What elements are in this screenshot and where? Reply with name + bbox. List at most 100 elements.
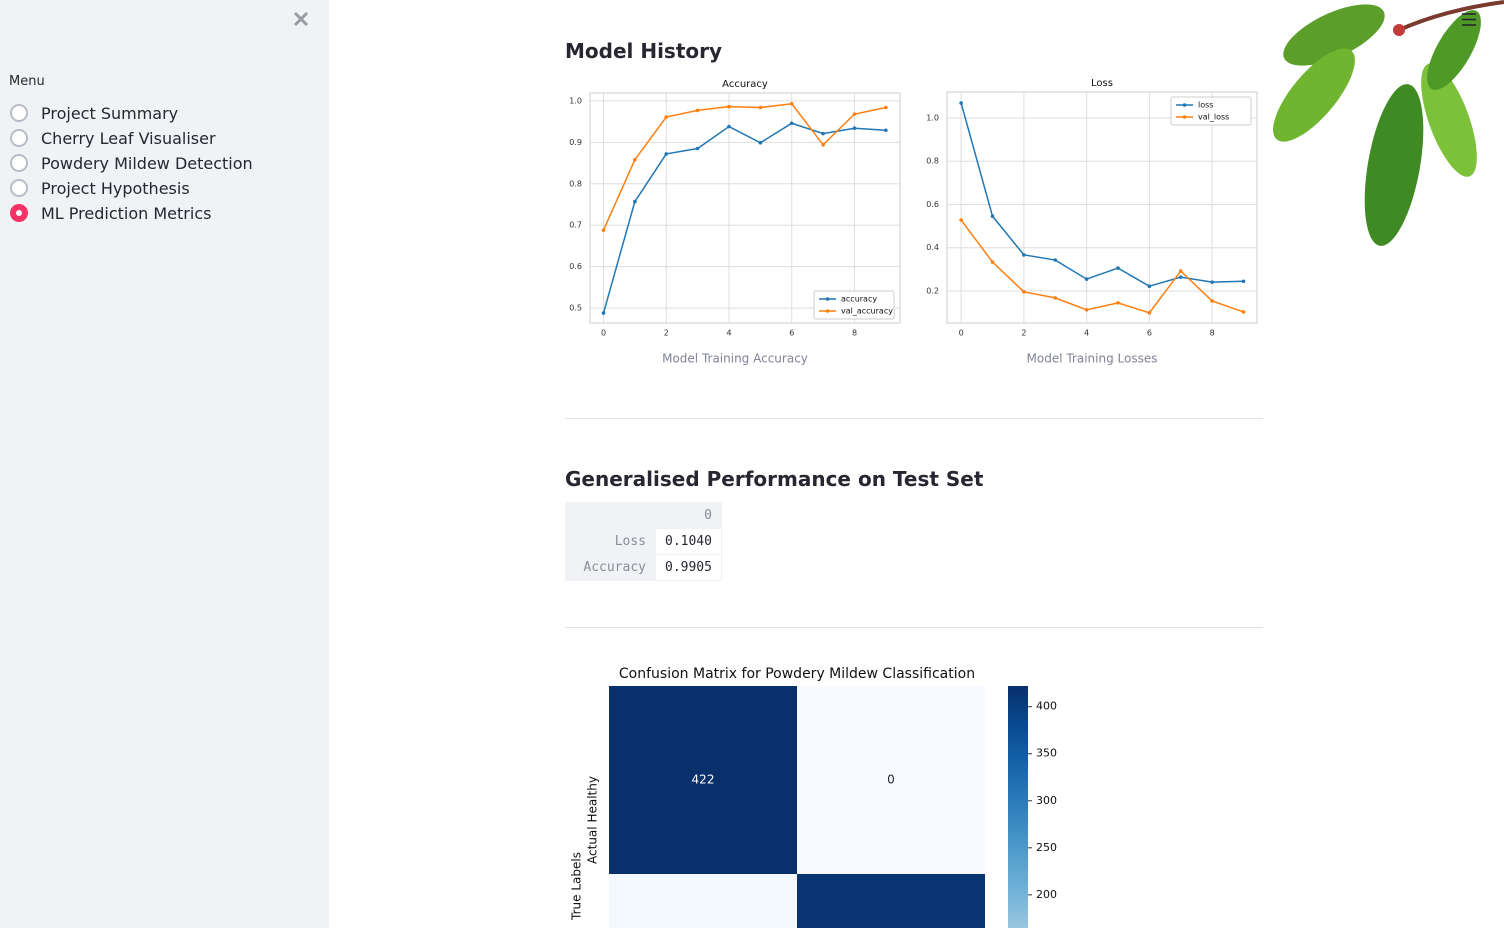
y-tick-label: 0.4 — [926, 243, 939, 252]
chart-title: Loss — [1091, 78, 1113, 89]
data-point — [1116, 301, 1120, 305]
x-tick-label: 8 — [1210, 329, 1215, 338]
data-point — [1147, 284, 1152, 289]
heatmap-cell — [609, 686, 797, 874]
data-point — [758, 140, 763, 145]
radio-button[interactable] — [10, 204, 28, 222]
chart-title: Confusion Matrix for Powdery Mildew Clas… — [619, 666, 975, 682]
data-point — [1084, 277, 1089, 281]
x-tick-label: 0 — [601, 329, 606, 338]
legend-label: accuracy — [841, 295, 877, 304]
y-tick-label: 0.5 — [569, 304, 582, 313]
section-title: Generalised Performance on Test Set — [565, 467, 984, 491]
data-point — [758, 105, 763, 110]
y-tick-label: 0.6 — [926, 200, 939, 209]
data-point — [1147, 311, 1152, 315]
legend-label: loss — [1198, 101, 1213, 110]
data-point — [1241, 310, 1246, 314]
row-label: Accuracy — [565, 554, 656, 581]
chart-title: Accuracy — [722, 79, 768, 90]
heatmap-cell — [797, 874, 985, 928]
y-tick-label: 0.6 — [569, 262, 582, 271]
series-line — [602, 122, 886, 314]
menu-option[interactable]: ML Prediction Metrics — [10, 202, 211, 224]
x-tick-label: 2 — [1021, 329, 1026, 338]
colorbar-tick-label: 300 — [1036, 794, 1057, 807]
data-point — [852, 112, 857, 116]
data-point — [633, 157, 637, 162]
data-point — [1178, 275, 1183, 279]
cell-label: 422 — [692, 773, 715, 787]
radio-button[interactable] — [10, 104, 28, 122]
option-label[interactable]: ML Prediction Metrics — [41, 203, 212, 223]
colorbar-tick-label: 250 — [1036, 841, 1057, 854]
data-point — [1116, 266, 1120, 270]
data-point — [601, 311, 606, 315]
data-point — [727, 104, 731, 109]
legend-marker — [825, 297, 830, 301]
legend — [1170, 96, 1252, 126]
x-tick-label: 8 — [852, 329, 857, 338]
index-header — [565, 502, 656, 529]
y-tick-label: 0.8 — [569, 179, 582, 188]
data-point — [884, 128, 888, 133]
x-tick-label: 4 — [1084, 329, 1089, 338]
option-label[interactable]: Powdery Mildew Detection — [41, 153, 253, 173]
close-icon[interactable] — [291, 9, 311, 29]
data-point — [884, 105, 888, 110]
x-tick-label: 6 — [1147, 329, 1152, 338]
radio-button[interactable] — [10, 129, 28, 147]
data-point — [1053, 258, 1058, 262]
data-point — [990, 214, 995, 218]
chart-caption: Model Training Losses — [1027, 352, 1158, 366]
legend-label: val_accuracy — [841, 307, 893, 316]
divider — [565, 418, 1263, 419]
x-tick-label: 6 — [789, 329, 794, 338]
data-point — [789, 101, 794, 106]
data-point — [1053, 296, 1058, 300]
data-point — [1210, 280, 1214, 284]
y-tick-label: 1.0 — [926, 113, 939, 122]
data-point — [959, 218, 963, 222]
column-header: 0 — [655, 502, 722, 529]
option-label[interactable]: Cherry Leaf Visualiser — [41, 128, 216, 148]
data-point — [1241, 279, 1246, 284]
data-point — [959, 101, 963, 105]
option-label[interactable]: Project Hypothesis — [41, 178, 190, 198]
data-point — [727, 124, 731, 129]
divider — [565, 627, 1263, 628]
data-point — [664, 152, 669, 156]
data-point — [695, 146, 700, 151]
table-header: 0 — [565, 502, 722, 529]
menu-option[interactable]: Project Summary — [10, 102, 178, 124]
heatmap-cell — [609, 874, 797, 928]
legend-marker — [825, 309, 830, 313]
sidebar: Menu Project Summary Cherry Leaf Visualis… — [0, 0, 329, 928]
radio-button[interactable] — [10, 179, 28, 197]
y-tick-label: 1.0 — [569, 96, 582, 105]
table-row: Loss 0.1040 — [565, 528, 722, 555]
cell-label: 0 — [887, 773, 895, 787]
y-tick-label: 0.8 — [926, 157, 939, 166]
table-row: Accuracy 0.9905 — [565, 554, 722, 581]
plot-area — [946, 91, 1258, 324]
data-point — [601, 228, 606, 232]
menu-option[interactable]: Cherry Leaf Visualiser — [10, 127, 216, 149]
option-label[interactable]: Project Summary — [41, 103, 179, 123]
menu-option[interactable]: Powdery Mildew Detection — [10, 152, 253, 174]
colorbar-tick-label: 400 — [1036, 700, 1057, 713]
plot-area — [589, 92, 901, 324]
series-line — [960, 219, 1244, 314]
legend — [813, 290, 895, 320]
row-label: Loss — [565, 528, 656, 555]
y-tick-label: 0.2 — [926, 286, 939, 295]
menu-icon[interactable] — [1459, 10, 1479, 30]
data-point — [789, 121, 794, 126]
menu-option[interactable]: Project Hypothesis — [10, 177, 190, 199]
y-tick-label: 0.9 — [569, 138, 582, 147]
series-line — [960, 102, 1244, 288]
radio-button[interactable] — [10, 154, 28, 172]
data-point — [990, 260, 995, 264]
